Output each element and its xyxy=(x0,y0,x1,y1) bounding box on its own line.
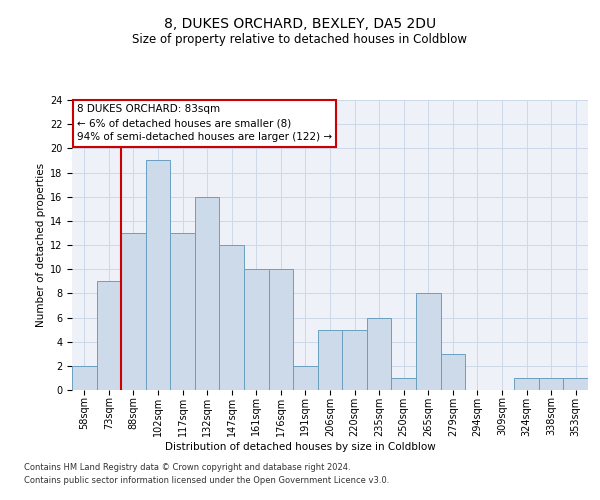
Bar xyxy=(318,330,342,390)
Bar xyxy=(121,233,146,390)
Text: Distribution of detached houses by size in Coldblow: Distribution of detached houses by size … xyxy=(164,442,436,452)
Bar xyxy=(293,366,318,390)
Bar xyxy=(269,269,293,390)
Bar xyxy=(97,281,121,390)
Text: 8, DUKES ORCHARD, BEXLEY, DA5 2DU: 8, DUKES ORCHARD, BEXLEY, DA5 2DU xyxy=(164,18,436,32)
Bar xyxy=(514,378,539,390)
Text: Contains HM Land Registry data © Crown copyright and database right 2024.: Contains HM Land Registry data © Crown c… xyxy=(24,464,350,472)
Bar xyxy=(244,269,269,390)
Bar xyxy=(440,354,465,390)
Bar xyxy=(72,366,97,390)
Bar xyxy=(146,160,170,390)
Bar xyxy=(367,318,391,390)
Bar xyxy=(342,330,367,390)
Bar xyxy=(563,378,588,390)
Bar xyxy=(539,378,563,390)
Bar xyxy=(391,378,416,390)
Bar xyxy=(195,196,220,390)
Text: 8 DUKES ORCHARD: 83sqm
← 6% of detached houses are smaller (8)
94% of semi-detac: 8 DUKES ORCHARD: 83sqm ← 6% of detached … xyxy=(77,104,332,142)
Text: Contains public sector information licensed under the Open Government Licence v3: Contains public sector information licen… xyxy=(24,476,389,485)
Y-axis label: Number of detached properties: Number of detached properties xyxy=(35,163,46,327)
Bar xyxy=(416,294,440,390)
Bar xyxy=(170,233,195,390)
Bar xyxy=(220,245,244,390)
Text: Size of property relative to detached houses in Coldblow: Size of property relative to detached ho… xyxy=(133,32,467,46)
